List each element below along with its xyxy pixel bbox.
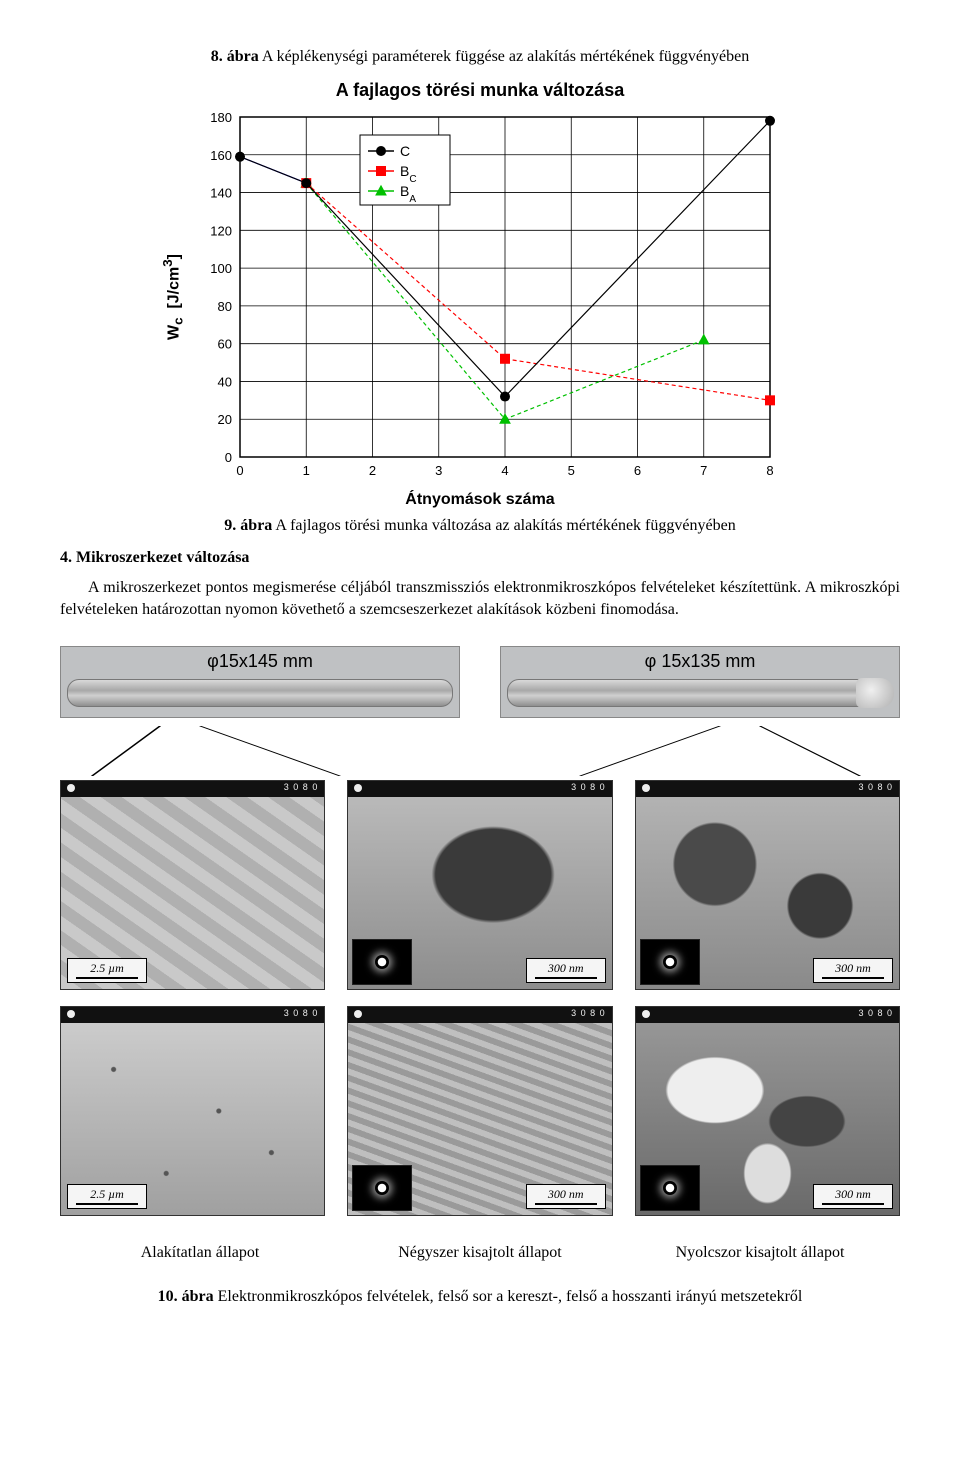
- scale-bar: 2.5 µm: [67, 1184, 147, 1209]
- sample-right: φ 15x135 mm: [500, 646, 900, 718]
- figure-10-caption-text: Elektronmikroszkópos felvételek, felső s…: [218, 1288, 803, 1305]
- sample-left-label: φ15x145 mm: [61, 651, 459, 672]
- svg-text:120: 120: [210, 223, 232, 238]
- chart-ylabel: Wc [J/cm3]: [160, 254, 186, 340]
- chart-plot: 012345678020406080100120140160180CBCBA: [190, 107, 790, 487]
- svg-text:100: 100: [210, 261, 232, 276]
- svg-text:40: 40: [217, 374, 231, 389]
- chart-container: A fajlagos törési munka változása Wc [J/…: [160, 80, 800, 509]
- micrograph: 3 0 8 0300 nm: [635, 1006, 900, 1216]
- svg-text:60: 60: [217, 337, 231, 352]
- rod-left: [67, 679, 453, 707]
- micrograph: 3 0 8 02.5 µm: [60, 1006, 325, 1216]
- diffraction-inset: [640, 1165, 700, 1211]
- svg-text:3: 3: [435, 463, 442, 478]
- chart-title: A fajlagos törési munka változása: [160, 80, 800, 101]
- micrograph: 3 0 8 02.5 µm: [60, 780, 325, 990]
- figure-8-caption: 8. ábra A képlékenységi paraméterek függ…: [60, 48, 900, 66]
- micrograph: 3 0 8 0300 nm: [635, 780, 900, 990]
- figure-10-caption: 10. ábra Elektronmikroszkópos felvételek…: [60, 1288, 900, 1306]
- svg-text:2: 2: [368, 463, 375, 478]
- svg-text:6: 6: [633, 463, 640, 478]
- svg-text:8: 8: [766, 463, 773, 478]
- connector-lines: [60, 726, 900, 776]
- svg-text:C: C: [400, 143, 410, 159]
- diffraction-inset: [640, 939, 700, 985]
- micrograph: 3 0 8 0300 nm: [347, 1006, 612, 1216]
- sample-left: φ15x145 mm: [60, 646, 460, 718]
- figure-8-caption-prefix: 8. ábra: [211, 48, 259, 65]
- scale-bar: 300 nm: [526, 1184, 606, 1209]
- svg-text:7: 7: [700, 463, 707, 478]
- scale-bar: 300 nm: [526, 958, 606, 983]
- sample-rods-row: φ15x145 mm φ 15x135 mm: [60, 646, 900, 718]
- scale-bar: 300 nm: [813, 958, 893, 983]
- svg-text:4: 4: [501, 463, 508, 478]
- figure-9-caption-prefix: 9. ábra: [224, 517, 272, 534]
- svg-text:20: 20: [217, 412, 231, 427]
- states-row: Alakítatlan állapot Négyszer kisajtolt á…: [60, 1244, 900, 1262]
- section-heading: 4. Mikroszerkezet változása: [60, 549, 900, 567]
- rod-right: [507, 679, 893, 707]
- svg-text:1: 1: [302, 463, 309, 478]
- svg-text:0: 0: [236, 463, 243, 478]
- state-c: Nyolcszor kisajtolt állapot: [620, 1244, 900, 1262]
- chart-xlabel: Átnyomások száma: [160, 491, 800, 509]
- scale-bar: 300 nm: [813, 1184, 893, 1209]
- svg-text:5: 5: [567, 463, 574, 478]
- figure-8-caption-text: A képlékenységi paraméterek függése az a…: [262, 48, 749, 65]
- diffraction-inset: [352, 939, 412, 985]
- micrograph: 3 0 8 0300 nm: [347, 780, 612, 990]
- diffraction-inset: [352, 1165, 412, 1211]
- figure-10-caption-prefix: 10. ábra: [158, 1288, 214, 1305]
- svg-text:160: 160: [210, 148, 232, 163]
- figure-9-caption-text: A fajlagos törési munka változása az ala…: [275, 517, 735, 534]
- svg-text:80: 80: [217, 299, 231, 314]
- sample-right-label: φ 15x135 mm: [501, 651, 899, 672]
- svg-text:180: 180: [210, 110, 232, 125]
- svg-text:140: 140: [210, 186, 232, 201]
- state-b: Négyszer kisajtolt állapot: [340, 1244, 620, 1262]
- state-a: Alakítatlan állapot: [60, 1244, 340, 1262]
- scale-bar: 2.5 µm: [67, 958, 147, 983]
- body-paragraph: A mikroszerkezet pontos megismerése célj…: [60, 577, 900, 622]
- micrograph-grid: 3 0 8 02.5 µm3 0 8 0300 nm3 0 8 0300 nm3…: [60, 780, 900, 1216]
- svg-text:0: 0: [224, 450, 231, 465]
- figure-9-caption: 9. ábra A fajlagos törési munka változás…: [60, 517, 900, 535]
